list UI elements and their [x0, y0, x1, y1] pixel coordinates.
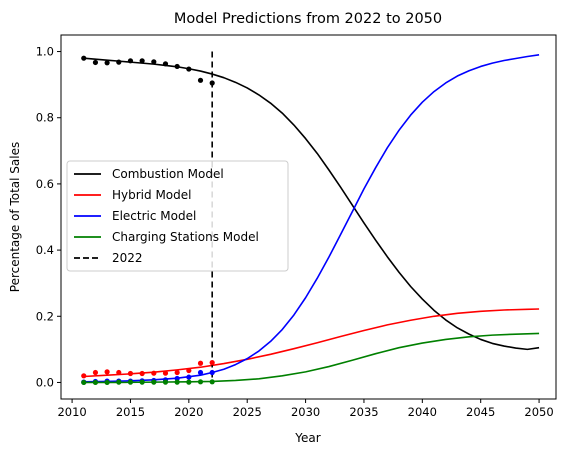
series-1-line [83, 308, 540, 378]
observed-point-1 [162, 370, 169, 376]
observed-point-0 [139, 58, 145, 64]
observed-point-1 [116, 369, 122, 376]
observed-point-3 [197, 379, 204, 385]
series-0-line [83, 57, 540, 351]
observed-point-0 [197, 77, 204, 83]
legend-label: 2022 [112, 251, 143, 265]
y-axis: 0.0 0.2 0.4 0.6 0.8 1.0 [36, 45, 61, 389]
x-axis-label: Year [294, 431, 320, 445]
observed-point-2 [174, 375, 180, 382]
x-tick-label: 2015 [116, 405, 145, 419]
y-tick-label: 1.0 [36, 45, 54, 59]
observed-point-1 [139, 370, 145, 377]
observed-point-1 [151, 370, 157, 376]
observed-point-0 [81, 55, 87, 61]
observed-point-2 [186, 374, 192, 380]
observed-point-3 [174, 379, 180, 385]
observed-point-3 [186, 379, 192, 385]
legend-label: Combustion Model [112, 167, 224, 181]
observed-point-0 [174, 63, 180, 70]
observed-point-1 [197, 360, 204, 366]
observed-point-3 [162, 379, 169, 385]
y-tick-label: 0.0 [36, 375, 54, 389]
x-tick-label: 2010 [57, 405, 86, 419]
y-tick-label: 0.8 [36, 111, 54, 125]
x-tick-label: 2045 [466, 405, 495, 419]
observed-point-3 [139, 379, 145, 385]
observed-point-0 [127, 58, 134, 64]
observed-point-1 [92, 369, 99, 376]
legend-label: Charging Stations Model [112, 230, 259, 244]
x-tick-label: 2050 [524, 405, 553, 419]
x-tick-label: 2040 [408, 405, 437, 419]
observed-point-3 [209, 379, 215, 385]
legend-box [66, 160, 289, 272]
y-axis-label: Percentage of Total Sales [8, 142, 22, 292]
x-tick-label: 2030 [291, 405, 320, 419]
x-axis: 2010 2015 2020 2025 2030 2035 2040 2045 2050 [57, 399, 554, 419]
observed-point-0 [92, 59, 99, 66]
observed-point-3 [116, 379, 122, 385]
observed-point-0 [116, 59, 122, 65]
legend-label: Hybrid Model [112, 188, 191, 202]
observed-point-0 [151, 59, 157, 65]
observed-point-3 [92, 379, 99, 386]
observed-point-3 [104, 379, 110, 386]
observed-point-1 [104, 369, 110, 375]
observed-point-1 [174, 369, 180, 376]
observed-point-0 [186, 66, 192, 72]
x-tick-label: 2020 [174, 405, 203, 419]
observed-point-3 [127, 379, 134, 385]
observed-point-1 [209, 360, 215, 366]
plot-frame [60, 34, 557, 400]
observed-point-1 [186, 367, 192, 374]
x-tick-label: 2025 [233, 405, 262, 419]
observed-point-1 [127, 370, 134, 377]
observed-point-2 [209, 369, 215, 376]
x-tick-label: 2035 [349, 405, 378, 419]
observed-point-0 [209, 80, 215, 86]
y-tick-label: 0.2 [36, 309, 54, 323]
chart-title: Model Predictions from 2022 to 2050 [174, 11, 442, 27]
observed-point-3 [81, 379, 87, 386]
legend: Combustion Model Hybrid Model Electric Mod… [66, 160, 289, 272]
observed-point-3 [151, 379, 157, 385]
observed-point-0 [104, 60, 110, 66]
observed-point-2 [197, 369, 204, 376]
legend-label: Electric Model [112, 209, 196, 223]
y-tick-label: 0.6 [36, 177, 54, 191]
y-tick-label: 0.4 [36, 243, 54, 257]
series-2-line [83, 54, 540, 383]
observed-point-0 [162, 61, 169, 67]
observed-point-1 [81, 373, 87, 379]
